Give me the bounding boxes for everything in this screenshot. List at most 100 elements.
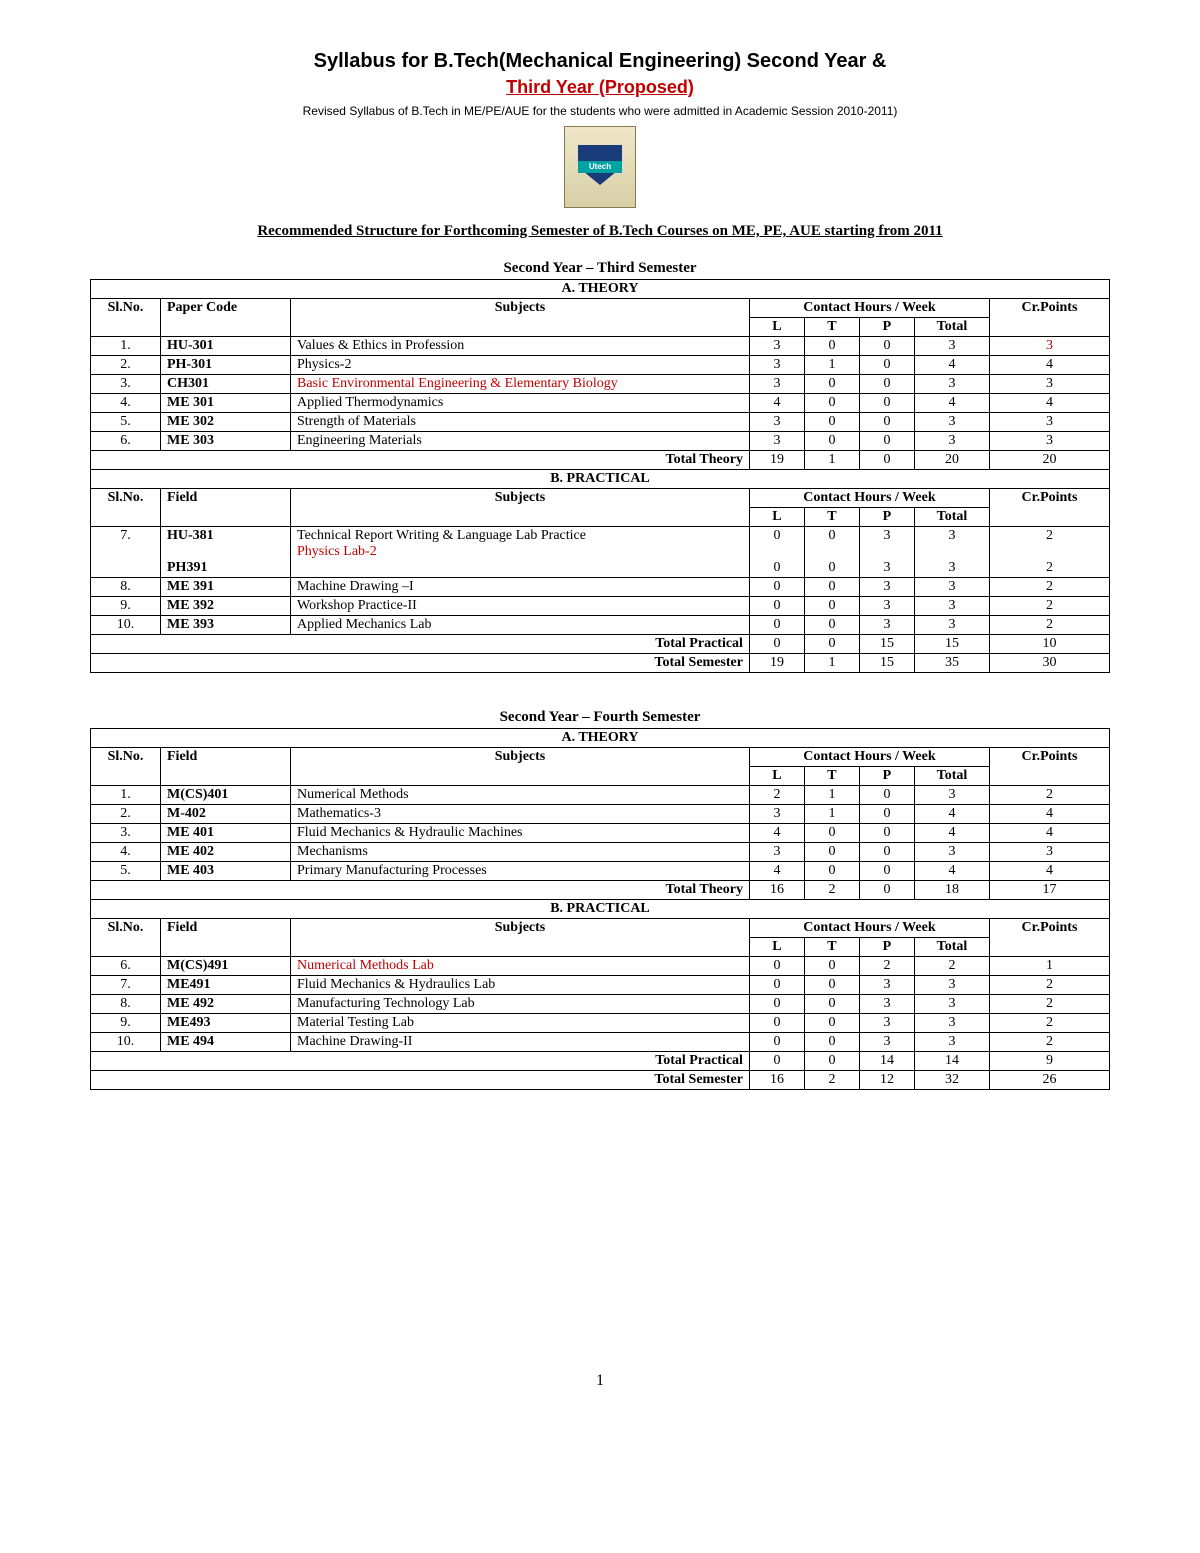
cell: ME 401 (161, 824, 291, 843)
total-practical-row: Total Practical0014149 (91, 1052, 1110, 1071)
cell: 3 (914, 616, 989, 635)
cell: ME491 (161, 976, 291, 995)
cell: 33 (859, 527, 914, 578)
cell: Machine Drawing-II (291, 1033, 750, 1052)
cell: 3. (91, 824, 161, 843)
cell: 3 (859, 597, 914, 616)
cell: 5. (91, 862, 161, 881)
cell: 0 (859, 432, 914, 451)
cell: 15 (859, 635, 914, 654)
cell: Technical Report Writing & Language Lab … (291, 527, 750, 578)
cell: ME 492 (161, 995, 291, 1014)
cell: 0 (859, 375, 914, 394)
cell: 2 (859, 957, 914, 976)
cell: 4. (91, 394, 161, 413)
cell: 20 (914, 451, 989, 470)
cell: 0 (804, 394, 859, 413)
page-number: 1 (90, 1372, 1110, 1390)
cell: 3 (749, 805, 804, 824)
cell: 0 (804, 616, 859, 635)
semester-title: Second Year – Third Semester (90, 260, 1110, 277)
syllabus-table: A. THEORYSl.No.FieldSubjectsContact Hour… (90, 728, 1110, 1090)
cell: 35 (914, 654, 989, 673)
cell: 0 (859, 451, 914, 470)
cell: 15 (859, 654, 914, 673)
cell: 0 (804, 597, 859, 616)
cell: 3 (749, 375, 804, 394)
cell: 0 (749, 597, 804, 616)
cell: 3 (859, 578, 914, 597)
total-practical-row: Total Practical00151510 (91, 635, 1110, 654)
cell: 3 (989, 337, 1109, 356)
recommended-structure-heading: Recommended Structure for Forthcoming Se… (90, 223, 1110, 240)
cell: ME 392 (161, 597, 291, 616)
cell: 0 (859, 824, 914, 843)
table-row: 5.ME 302Strength of Materials30033 (91, 413, 1110, 432)
spacer (90, 1090, 1110, 1112)
semester-title: Second Year – Fourth Semester (90, 709, 1110, 726)
total-semester-row: Total Semester162123226 (91, 1071, 1110, 1090)
cell: 1 (804, 356, 859, 375)
cell: 3 (914, 578, 989, 597)
table-row: 4.ME 402Mechanisms30033 (91, 843, 1110, 862)
cell: HU-381PH391 (161, 527, 291, 578)
page-subtitle: Revised Syllabus of B.Tech in ME/PE/AUE … (90, 104, 1110, 118)
table-row: 6.M(CS)491Numerical Methods Lab00221 (91, 957, 1110, 976)
cell: Machine Drawing –I (291, 578, 750, 597)
cell: 19 (749, 654, 804, 673)
cell: 7. (91, 527, 161, 578)
cell: 4 (989, 824, 1109, 843)
cell: 2 (989, 995, 1109, 1014)
cell: ME 393 (161, 616, 291, 635)
cell: 0 (749, 976, 804, 995)
cell: Manufacturing Technology Lab (291, 995, 750, 1014)
cell: 4. (91, 843, 161, 862)
cell: Numerical Methods (291, 786, 750, 805)
cell: 0 (804, 862, 859, 881)
total-semester-row: Total Semester191153530 (91, 654, 1110, 673)
cell: 2 (989, 976, 1109, 995)
cell: ME 301 (161, 394, 291, 413)
table-row: 8.ME 492Manufacturing Technology Lab0033… (91, 995, 1110, 1014)
cell: 4 (749, 824, 804, 843)
page-title-line1: Syllabus for B.Tech(Mechanical Engineeri… (90, 50, 1110, 73)
cell: 10 (989, 635, 1109, 654)
cell: 3 (989, 375, 1109, 394)
cell: 9. (91, 597, 161, 616)
cell: 2. (91, 805, 161, 824)
cell: 2 (804, 881, 859, 900)
cell: ME 403 (161, 862, 291, 881)
cell: Numerical Methods Lab (291, 957, 750, 976)
cell: 3 (914, 1014, 989, 1033)
cell: 0 (859, 805, 914, 824)
cell: 1. (91, 786, 161, 805)
table-row: 7.HU-381PH391Technical Report Writing & … (91, 527, 1110, 578)
cell: ME 391 (161, 578, 291, 597)
cell: Fluid Mechanics & Hydraulic Machines (291, 824, 750, 843)
section-header-theory: A. THEORY (91, 729, 1110, 748)
cell: 3 (914, 995, 989, 1014)
cell: 0 (804, 375, 859, 394)
cell: 3 (989, 432, 1109, 451)
cell: 3 (859, 616, 914, 635)
logo-container: Utech (90, 126, 1110, 213)
cell: 3 (749, 413, 804, 432)
cell: 19 (749, 451, 804, 470)
cell: 0 (859, 356, 914, 375)
syllabus-tables-host: Second Year – Third Semester A. THEORYSl.… (90, 260, 1110, 1112)
cell: 0 (749, 995, 804, 1014)
cell: 8. (91, 578, 161, 597)
cell: 0 (859, 337, 914, 356)
cell: ME 303 (161, 432, 291, 451)
cell: 2 (989, 578, 1109, 597)
cell: 3 (914, 786, 989, 805)
cell: 3 (859, 1033, 914, 1052)
cell: 0 (804, 995, 859, 1014)
cell: 2 (989, 1014, 1109, 1033)
cell: 4 (989, 356, 1109, 375)
cell: 17 (989, 881, 1109, 900)
table-row: 1.M(CS)401Numerical Methods21032 (91, 786, 1110, 805)
cell: 4 (989, 394, 1109, 413)
cell: 15 (914, 635, 989, 654)
cell: 0 (804, 1014, 859, 1033)
